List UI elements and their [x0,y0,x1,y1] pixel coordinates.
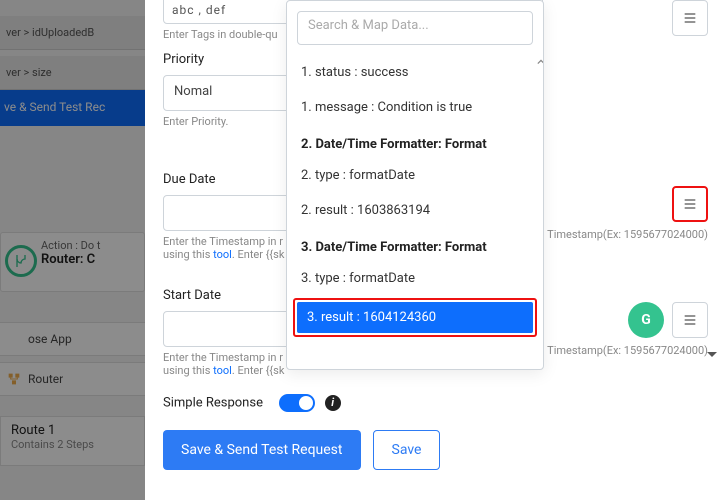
start-date-tool-link[interactable]: tool [213,364,232,377]
chevron-up-icon [537,55,541,63]
dropdown-item[interactable]: 1. message : Condition is true [287,90,543,125]
dropdown-selected-highlight: 3. result : 1604124360 [293,298,537,337]
simple-response-label: Simple Response [163,395,263,410]
dropdown-item[interactable]: 2. type : formatDate [287,158,543,193]
due-date-tool-link[interactable]: tool [213,248,232,261]
start-date-grammarly-button[interactable]: G [628,302,664,338]
menu-icon [682,196,698,212]
tags-menu-button[interactable] [672,0,708,36]
dropdown-item[interactable]: 3. type : formatDate [287,261,543,296]
dropdown-list: 1. status : success1. message : Conditio… [287,55,543,296]
dropdown-section-header: 3. Date/Time Formatter: Format [287,228,543,261]
due-date-ts-hint: Timestamp(Ex: 1595677024000) [547,228,708,241]
chevron-down-icon [707,352,721,366]
dropdown-section-header: 2. Date/Time Formatter: Format [287,125,543,158]
save-button[interactable]: Save [373,430,441,470]
save-send-test-button[interactable]: Save & Send Test Request [163,430,361,470]
dropdown-selected-item[interactable]: 3. result : 1604124360 [297,302,533,333]
dropdown-item[interactable]: 2. result : 1603863194 [287,193,543,228]
menu-icon [682,312,698,328]
start-date-menu-button[interactable] [672,302,708,338]
dropdown-item[interactable]: 1. status : success [287,55,543,90]
priority-value: Nomal [174,84,212,99]
start-date-ts-hint: Timestamp(Ex: 1595677024000) [547,344,708,357]
due-date-menu-button[interactable] [672,186,708,222]
search-input[interactable]: Search & Map Data... [297,11,533,45]
modal-backdrop [0,0,145,500]
menu-icon [682,10,698,26]
info-icon[interactable]: i [325,395,341,411]
data-mapper-dropdown[interactable]: Search & Map Data... 1. status : success… [286,0,544,370]
simple-response-toggle[interactable] [279,394,315,412]
